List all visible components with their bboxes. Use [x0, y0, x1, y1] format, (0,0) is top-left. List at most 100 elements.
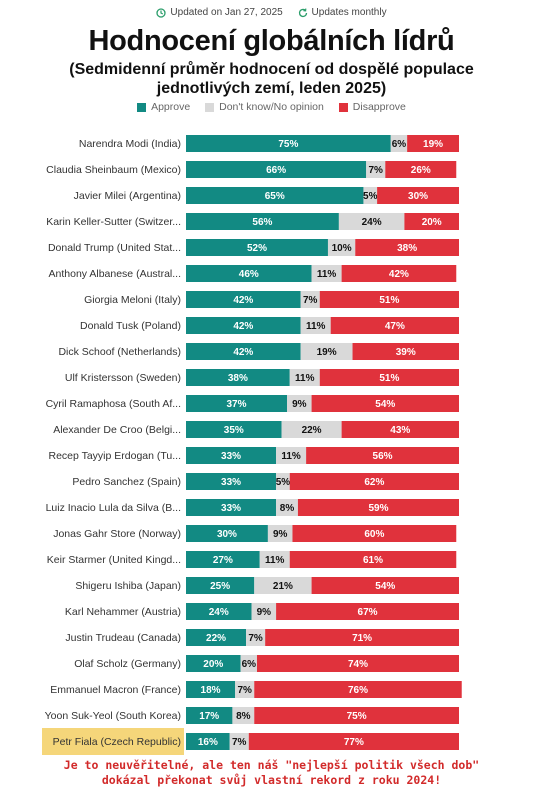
- bar-segment-approve: [186, 629, 247, 646]
- legend-swatch-approve: [137, 102, 147, 112]
- data-label-approve: 75%: [278, 139, 298, 150]
- bar-segment-disapprove: [319, 291, 459, 308]
- data-label-approve: 16%: [198, 737, 218, 748]
- bar-segment-approve: [186, 239, 328, 256]
- category-label: Jonas Gahr Store (Norway): [53, 528, 181, 540]
- bar-segment-disapprove: [319, 369, 459, 386]
- legend-item-approve: Approve: [137, 101, 190, 113]
- bar-segment-approve: [186, 343, 301, 360]
- data-label-unsure: 10%: [332, 243, 352, 254]
- bar-segment-disapprove: [256, 655, 459, 672]
- bar-segment-unsure: [246, 629, 266, 646]
- bar-segment-disapprove: [330, 317, 459, 334]
- data-label-disapprove: 71%: [352, 633, 372, 644]
- legend-label-disapprove: Disapprove: [352, 101, 406, 113]
- bar-segment-unsure: [281, 421, 342, 438]
- data-label-unsure: 9%: [257, 607, 272, 618]
- data-label-disapprove: 43%: [390, 425, 410, 436]
- bar-segment-unsure: [338, 213, 405, 230]
- bar-segment-disapprove: [385, 161, 457, 178]
- data-label-disapprove: 51%: [379, 373, 399, 384]
- bar-segment-approve: [186, 447, 277, 464]
- bar-segment-disapprove: [407, 135, 459, 152]
- data-label-approve: 33%: [221, 451, 241, 462]
- data-label-approve: 17%: [199, 711, 219, 722]
- bar-segment-disapprove: [276, 603, 459, 620]
- bar-segment-disapprove: [355, 239, 459, 256]
- bar-segment-unsure: [235, 681, 255, 698]
- bar-segment-approve: [186, 369, 290, 386]
- bar-segment-unsure: [311, 265, 342, 282]
- bar-segment-unsure: [300, 291, 320, 308]
- bar-segment-approve: [186, 135, 391, 152]
- footer-line-2: dokázal překonat svůj vlastní rekord z r…: [101, 773, 442, 787]
- data-label-approve: 24%: [209, 607, 229, 618]
- bar-segment-approve: [186, 499, 277, 516]
- data-label-approve: 20%: [203, 659, 223, 670]
- updated-info: Updated on Jan 27, 2025: [156, 7, 283, 18]
- data-label-approve: 30%: [217, 529, 237, 540]
- data-label-unsure: 21%: [273, 581, 293, 592]
- category-label: Shigeru Ishiba (Japan): [75, 580, 181, 592]
- bar-segment-unsure: [240, 655, 257, 672]
- data-label-disapprove: 30%: [408, 191, 428, 202]
- category-label: Recep Tayyip Erdogan (Tu...: [49, 450, 182, 462]
- data-label-disapprove: 60%: [364, 529, 384, 540]
- bar-segment-unsure: [251, 603, 277, 620]
- bar-segment-disapprove: [404, 213, 459, 230]
- data-label-unsure: 22%: [302, 425, 322, 436]
- chart-subtitle: (Sedmidenní průměr hodnocení od dospělé …: [69, 61, 474, 97]
- data-label-unsure: 11%: [295, 373, 315, 384]
- data-label-disapprove: 54%: [375, 581, 395, 592]
- data-label-disapprove: 39%: [396, 347, 416, 358]
- bar-segment-disapprove: [311, 395, 459, 412]
- data-label-approve: 46%: [239, 269, 259, 280]
- data-label-disapprove: 77%: [344, 737, 364, 748]
- data-label-approve: 42%: [233, 295, 253, 306]
- category-label: Justin Trudeau (Canada): [65, 632, 181, 644]
- category-label: Claudia Sheinbaum (Mexico): [46, 164, 181, 176]
- category-label: Donald Tusk (Poland): [80, 320, 181, 332]
- bar-segment-disapprove: [248, 733, 459, 750]
- bar-segment-disapprove: [254, 707, 459, 724]
- data-label-unsure: 7%: [232, 737, 247, 748]
- data-label-approve: 33%: [221, 503, 241, 514]
- bar-segment-approve: [186, 161, 367, 178]
- data-label-approve: 66%: [266, 165, 286, 176]
- data-label-unsure: 9%: [292, 399, 307, 410]
- data-label-unsure: 19%: [317, 347, 337, 358]
- data-label-disapprove: 67%: [358, 607, 378, 618]
- legend-item-disapprove: Disapprove: [338, 101, 406, 113]
- data-label-approve: 56%: [252, 217, 272, 228]
- calendar-refresh-icon: [156, 7, 167, 18]
- bar-segment-approve: [186, 733, 230, 750]
- category-label: Keir Starmer (United Kingd...: [47, 554, 181, 566]
- data-label-approve: 52%: [247, 243, 267, 254]
- data-label-disapprove: 62%: [364, 477, 384, 488]
- bar-segment-unsure: [366, 161, 386, 178]
- data-label-unsure: 7%: [303, 295, 318, 306]
- data-label-unsure: 7%: [248, 633, 263, 644]
- legend-swatch-unsure: [205, 102, 215, 112]
- footer-line-1: Je to neuvěřitelné, ale ten náš "nejlepš…: [63, 758, 480, 772]
- bar-segment-approve: [186, 213, 339, 230]
- data-label-approve: 38%: [228, 373, 248, 384]
- bar-segment-unsure: [229, 733, 249, 750]
- data-label-unsure: 8%: [236, 711, 251, 722]
- bar-segment-unsure: [276, 473, 290, 490]
- data-label-disapprove: 19%: [423, 139, 443, 150]
- bar-segment-disapprove: [289, 473, 459, 490]
- bar-segment-approve: [186, 421, 282, 438]
- bar-segment-disapprove: [254, 681, 462, 698]
- category-label: Anthony Albanese (Austral...: [49, 268, 182, 280]
- data-label-approve: 33%: [221, 477, 241, 488]
- bar-segment-unsure: [267, 525, 293, 542]
- data-label-unsure: 11%: [265, 555, 285, 566]
- data-label-approve: 25%: [210, 581, 230, 592]
- category-label: Cyril Ramaphosa (South Af...: [46, 398, 181, 410]
- category-label: Olaf Scholz (Germany): [74, 658, 181, 670]
- bar-segment-approve: [186, 551, 260, 568]
- bar-segment-unsure: [300, 343, 353, 360]
- data-label-unsure: 9%: [273, 529, 288, 540]
- updated-text: Updated on Jan 27, 2025: [170, 7, 283, 18]
